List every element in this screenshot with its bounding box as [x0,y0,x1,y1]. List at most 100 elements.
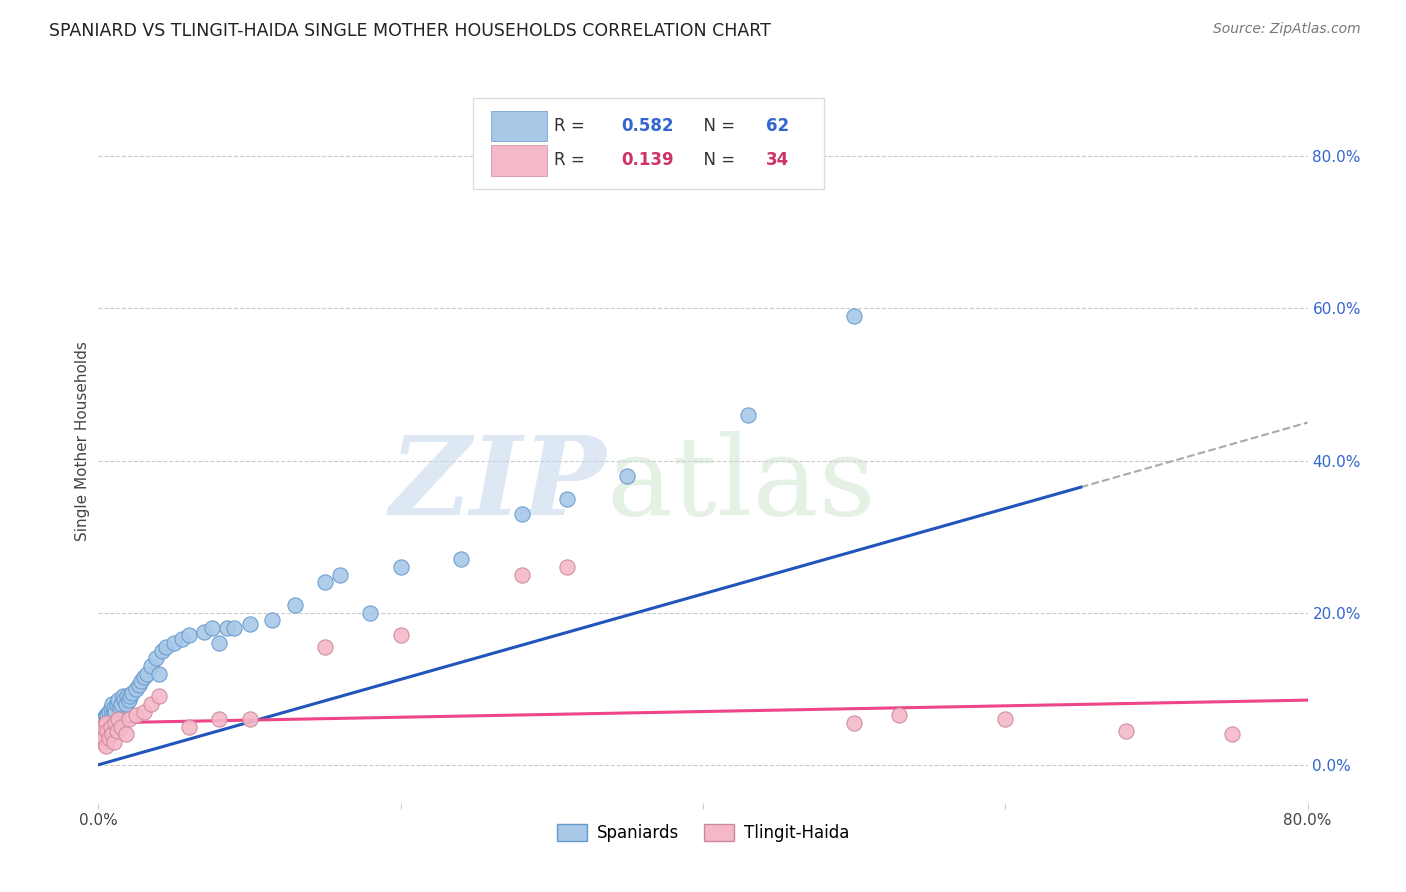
Point [103,700,125,714]
Point [179,628,201,642]
Point [329,567,352,582]
Point [103,708,125,723]
Point [118,712,141,726]
Point [112,693,135,707]
Point [844,715,866,730]
Point [132,705,155,719]
Point [90,723,112,738]
Point [284,598,307,612]
Point [360,606,382,620]
Point [108,700,131,714]
Point [555,491,578,506]
Point [107,693,129,707]
Point [110,720,132,734]
Point [148,666,170,681]
Point [389,560,412,574]
Point [844,309,866,323]
Text: ZIP: ZIP [389,431,606,539]
FancyBboxPatch shape [474,98,824,189]
Point [994,712,1017,726]
Point [555,560,578,574]
Point [100,700,122,714]
Point [118,693,141,707]
Point [314,640,336,654]
Point [103,735,125,749]
FancyBboxPatch shape [492,145,547,176]
Point [104,705,127,719]
Point [91,712,114,726]
Text: N =: N = [693,152,741,169]
Point [262,613,284,627]
Point [145,651,167,665]
Point [94,739,117,753]
Point [148,690,170,704]
Point [90,715,112,730]
Text: R =: R = [554,117,591,135]
Point [93,723,115,738]
Point [170,632,193,647]
Point [201,621,224,635]
Point [91,735,114,749]
Text: 34: 34 [766,152,789,169]
Point [91,727,114,741]
Point [89,727,111,741]
Text: N =: N = [693,117,741,135]
Point [208,712,231,726]
Point [94,715,117,730]
Point [107,712,129,726]
Point [129,674,152,689]
Point [110,697,132,711]
Point [1220,727,1243,741]
Point [101,708,124,723]
Point [224,621,246,635]
Point [111,690,134,704]
Point [115,690,138,704]
Point [120,690,142,704]
Point [94,715,117,730]
Text: atlas: atlas [606,432,876,539]
Point [135,666,157,681]
Point [96,708,118,723]
Point [90,720,112,734]
Point [193,624,215,639]
Point [1115,723,1137,738]
Point [510,567,533,582]
Point [93,731,115,746]
Point [132,670,155,684]
FancyBboxPatch shape [492,111,547,141]
Point [94,708,117,723]
Point [101,727,124,741]
Legend: Spaniards, Tlingit-Haida: Spaniards, Tlingit-Haida [550,817,856,848]
Text: R =: R = [554,152,591,169]
Point [104,715,127,730]
Point [105,697,128,711]
Point [93,712,115,726]
Point [616,468,638,483]
Point [150,643,173,657]
Point [100,720,122,734]
Point [239,712,262,726]
Point [89,727,111,741]
Point [141,697,163,711]
Point [737,408,759,422]
Point [98,705,121,719]
Point [889,708,911,723]
Point [125,681,148,696]
Point [98,715,121,730]
Point [239,617,262,632]
Point [96,723,118,738]
Point [114,727,136,741]
Point [510,507,533,521]
Text: 62: 62 [766,117,789,135]
Text: 0.139: 0.139 [621,152,673,169]
Point [128,678,150,692]
Point [101,697,124,711]
Y-axis label: Single Mother Households: Single Mother Households [75,342,90,541]
Point [163,636,186,650]
Point [114,697,136,711]
Point [208,636,231,650]
Point [121,685,143,699]
Point [389,628,412,642]
Text: Source: ZipAtlas.com: Source: ZipAtlas.com [1213,22,1361,37]
Point [100,712,122,726]
